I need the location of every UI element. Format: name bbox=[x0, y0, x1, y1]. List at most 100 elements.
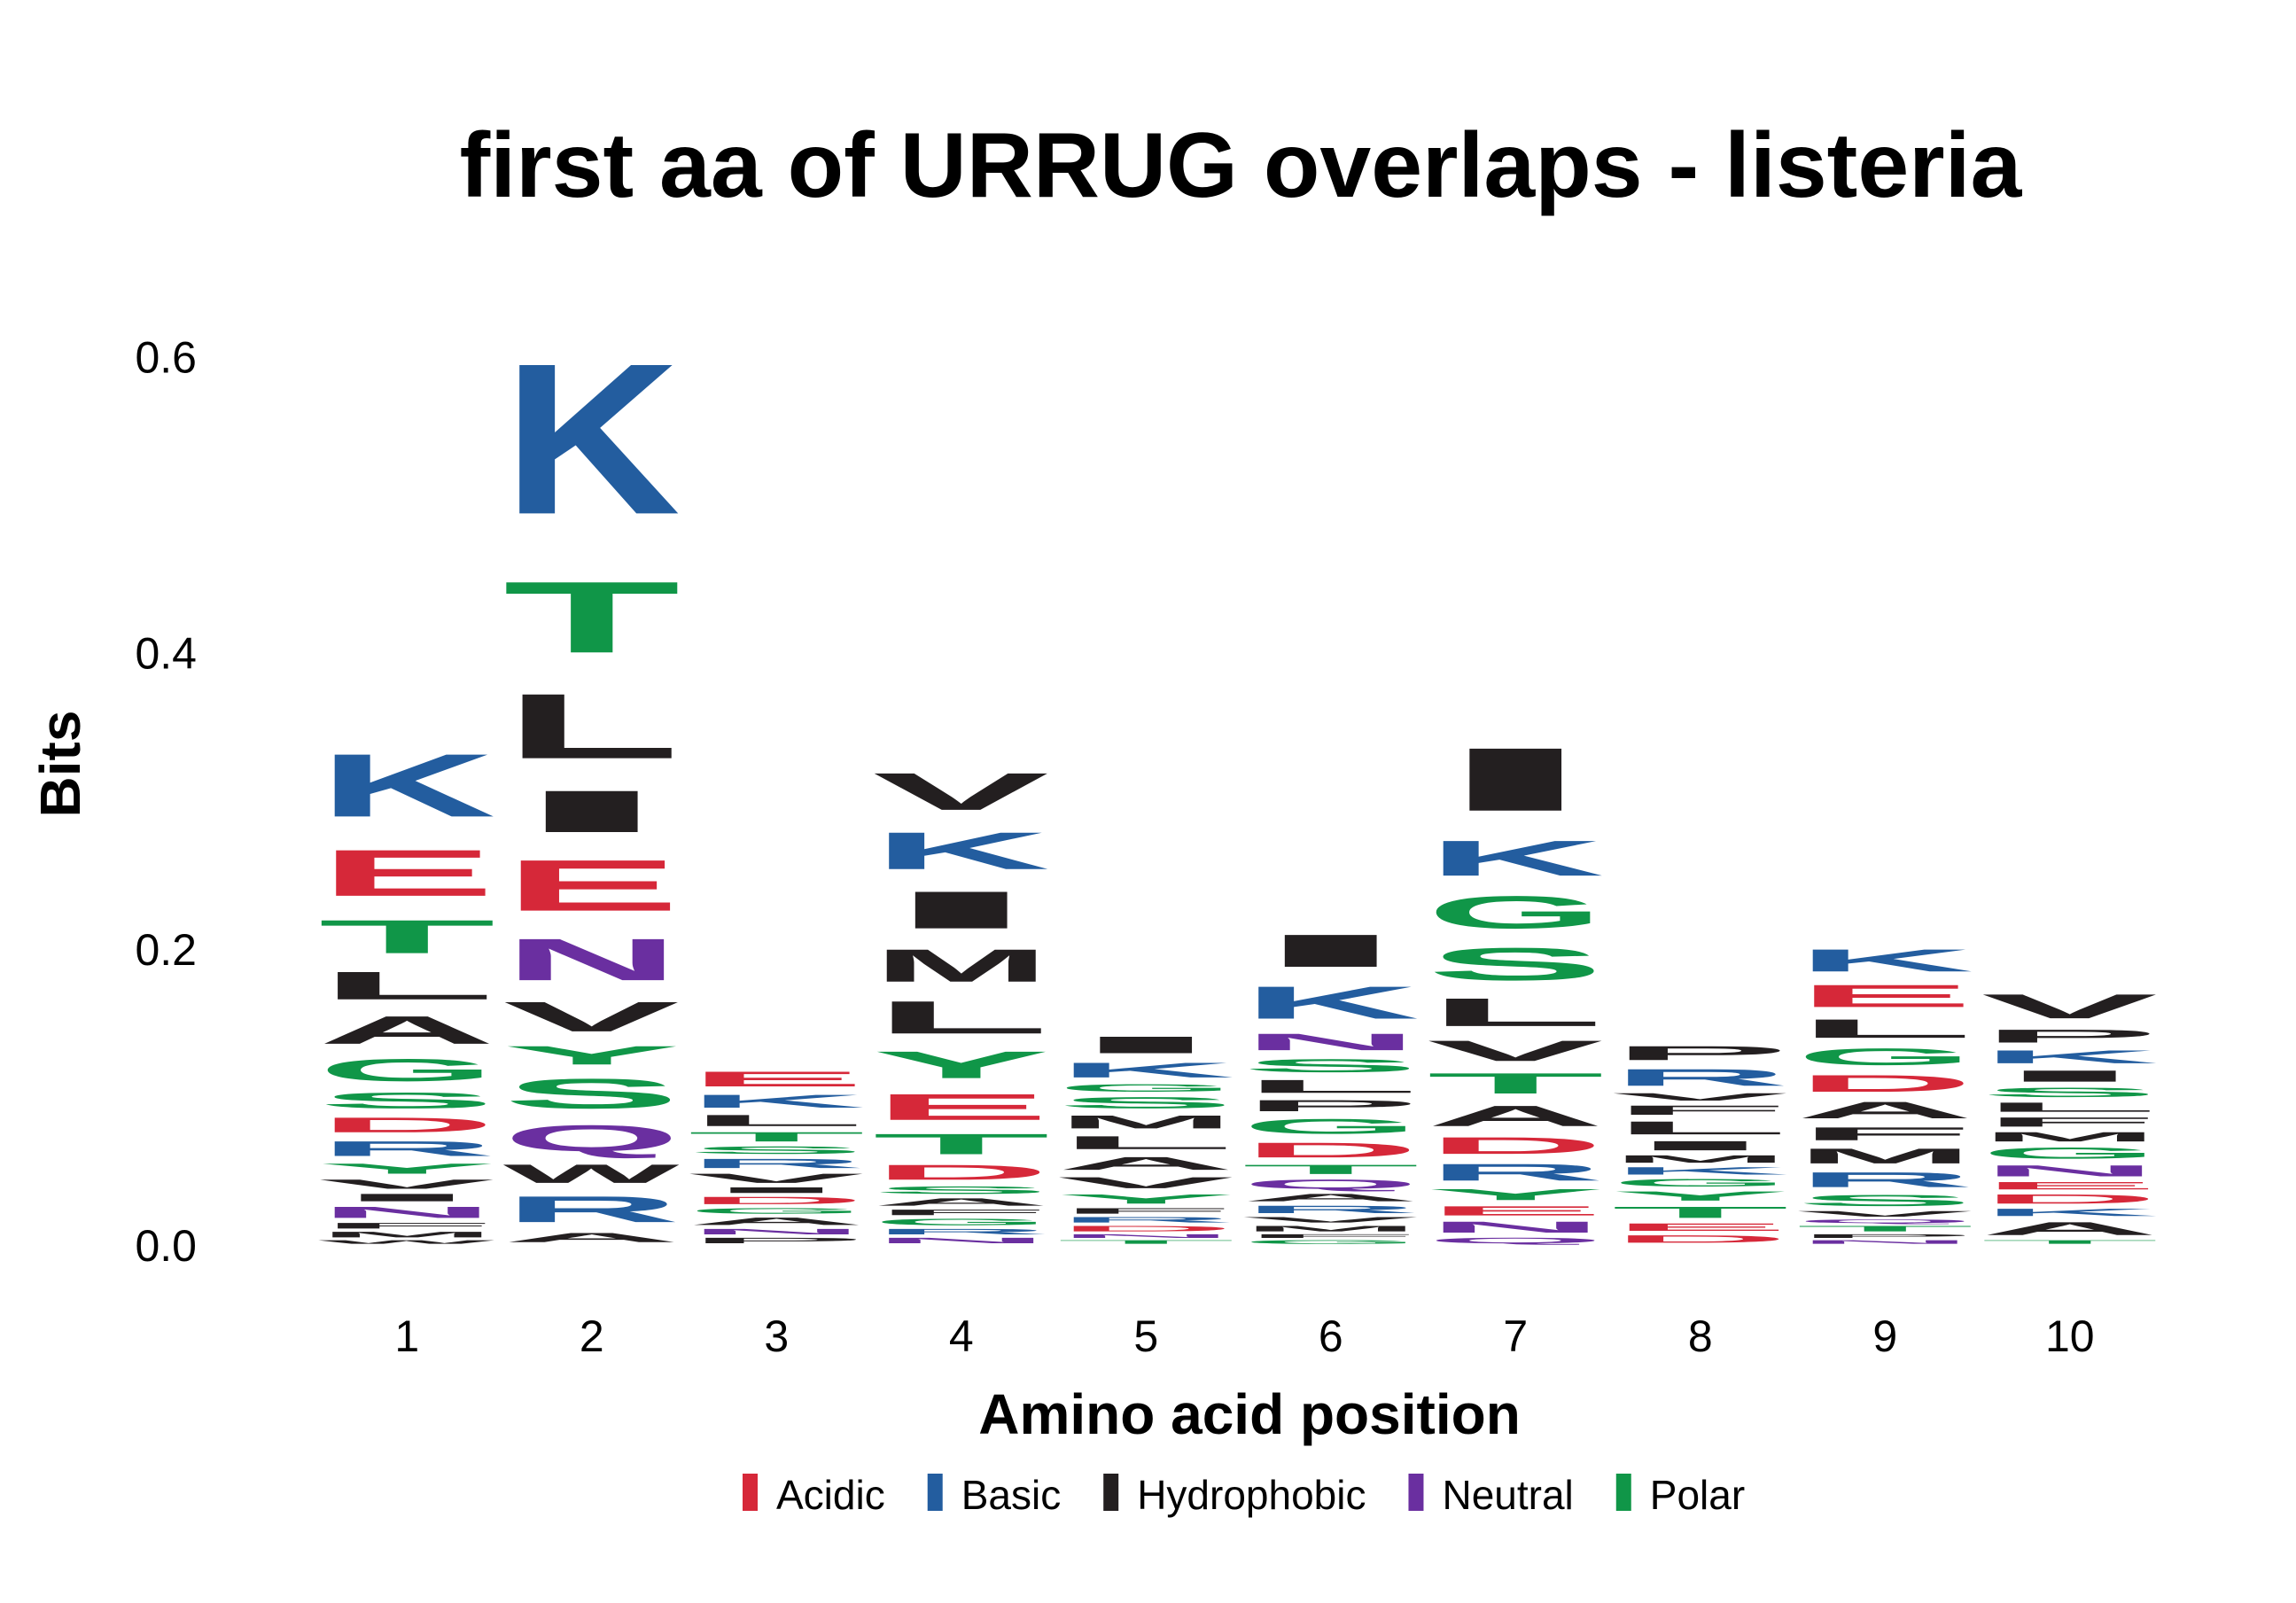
logo-letter: Q bbox=[1427, 1236, 1604, 1245]
logo-letter: L bbox=[318, 963, 495, 1008]
logo-letter: K bbox=[318, 735, 495, 836]
logo-letter: Q bbox=[503, 1117, 681, 1159]
logo-letter: G bbox=[1057, 1082, 1234, 1093]
logo-letter: R bbox=[688, 1156, 865, 1171]
legend-item: Basic bbox=[927, 1472, 1061, 1518]
logo-letter: V bbox=[1427, 1035, 1603, 1068]
logo-letter: S bbox=[1057, 1094, 1234, 1112]
logo-letter: E bbox=[873, 1086, 1050, 1128]
logo-letter: N bbox=[318, 1203, 495, 1221]
logo-letter: L bbox=[1981, 1100, 2159, 1115]
logo-letter: D bbox=[873, 1161, 1050, 1185]
logo-letter: R bbox=[1612, 1064, 1789, 1091]
logo-letter: M bbox=[318, 1230, 495, 1239]
logo-letter: E bbox=[318, 837, 495, 910]
legend-label: Polar bbox=[1650, 1472, 1745, 1518]
logo-letter: A bbox=[318, 1008, 495, 1053]
logo-letter: G bbox=[1612, 1177, 1789, 1188]
logo-letter: M bbox=[1796, 1144, 1973, 1168]
logo-letter: R bbox=[503, 1188, 681, 1230]
logo-letter: S bbox=[1796, 1192, 1973, 1210]
x-tick-label: 1 bbox=[394, 1311, 419, 1361]
logo-letter: I bbox=[318, 1192, 495, 1203]
x-tick-label: 5 bbox=[1133, 1311, 1158, 1361]
legend-item: Acidic bbox=[743, 1472, 885, 1518]
logo-letter: L bbox=[1427, 990, 1604, 1034]
logo-letter: D bbox=[1612, 1233, 1789, 1245]
logo-letter: L bbox=[873, 992, 1050, 1043]
logo-letter: S bbox=[1981, 1086, 2159, 1101]
legend-swatch bbox=[743, 1474, 758, 1511]
logo-letter: M bbox=[1057, 1112, 1234, 1132]
logo-letter: V bbox=[1796, 1210, 1973, 1218]
x-tick-label: 7 bbox=[1503, 1311, 1528, 1361]
logo-letter: M bbox=[1981, 1130, 2159, 1145]
logo-letter: W bbox=[318, 1239, 494, 1245]
logo-letter: P bbox=[1242, 1097, 1420, 1115]
y-tick-label: 0.4 bbox=[135, 629, 197, 679]
logo-letter: Y bbox=[503, 1040, 681, 1070]
x-tick-label: 8 bbox=[1688, 1311, 1713, 1361]
y-axis-title: Bits bbox=[28, 711, 92, 818]
logo-letter: D bbox=[1981, 1192, 2159, 1207]
logo-letter: N bbox=[1057, 1233, 1234, 1240]
logo-letter: D bbox=[318, 1113, 495, 1137]
logo-letter: V bbox=[688, 1171, 864, 1186]
logo-letter: F bbox=[1612, 1103, 1789, 1118]
logo-letter: T bbox=[503, 561, 681, 674]
logo-letter: S bbox=[1242, 1055, 1420, 1076]
logo-letter: Y bbox=[1427, 1186, 1604, 1203]
logo-letter: K bbox=[1612, 1165, 1789, 1177]
legend-label: Hydrophobic bbox=[1137, 1472, 1366, 1518]
logo-letter: A bbox=[1796, 1097, 1973, 1124]
logo-letter: K bbox=[1427, 830, 1604, 886]
logo-letter: R bbox=[1427, 1159, 1604, 1186]
logo-letter: R bbox=[1242, 1203, 1420, 1215]
logo-letter: F bbox=[1981, 1115, 2159, 1130]
logo-letter: T bbox=[1057, 1239, 1234, 1245]
logo-letter: D bbox=[1427, 1132, 1604, 1159]
x-tick-label: 2 bbox=[580, 1311, 604, 1361]
legend: Acidic Basic Hydrophobic Neutral Polar bbox=[743, 1472, 1745, 1518]
logo-letter: P bbox=[1796, 1233, 1973, 1240]
y-tick-label: 0.2 bbox=[135, 925, 197, 975]
legend-swatch bbox=[1408, 1474, 1424, 1511]
logo-letter: Y bbox=[1057, 1192, 1234, 1207]
logo-letter: K bbox=[1057, 1058, 1234, 1082]
x-axis-title: Amino acid position bbox=[978, 1382, 1521, 1446]
logo-letter: M bbox=[1242, 1225, 1420, 1233]
logo-letter: Y bbox=[873, 1044, 1050, 1086]
logo-letter: Q bbox=[1796, 1218, 1973, 1225]
logo-letter: I bbox=[503, 778, 681, 844]
logo-letter: G bbox=[1242, 1239, 1420, 1245]
logo-letter: G bbox=[1242, 1115, 1420, 1139]
logo-letter: S bbox=[873, 1184, 1050, 1195]
logo-letter: T bbox=[1981, 1239, 2159, 1245]
logo-letter: G bbox=[873, 1217, 1050, 1227]
x-axis-ticks: 1 2 3 4 5 6 7 8 9 10 bbox=[394, 1311, 2094, 1361]
legend-label: Neutral bbox=[1442, 1472, 1573, 1518]
x-tick-label: 4 bbox=[949, 1311, 974, 1361]
logo-letter: V bbox=[503, 993, 680, 1040]
logo-letter: I bbox=[688, 1186, 865, 1194]
logo-letter: Y bbox=[318, 1161, 495, 1177]
logo-letter: L bbox=[1612, 1117, 1789, 1138]
logo-letter: S bbox=[688, 1144, 865, 1156]
legend-swatch bbox=[1103, 1474, 1119, 1511]
chart-title: first aa of URRUG overlaps - listeria bbox=[460, 114, 2023, 217]
logo-letter: I bbox=[1612, 1139, 1789, 1154]
logo-letter: K bbox=[1981, 1047, 2159, 1067]
logo-letter: A bbox=[1427, 1100, 1604, 1132]
logo-letter: V bbox=[318, 1177, 494, 1192]
logo-letter: V bbox=[873, 762, 1049, 821]
x-tick-label: 6 bbox=[1319, 1311, 1343, 1361]
logo-letter: I bbox=[1427, 729, 1604, 829]
logo-letter: Y bbox=[1612, 1189, 1789, 1204]
logo-letter: I bbox=[1057, 1031, 1234, 1058]
